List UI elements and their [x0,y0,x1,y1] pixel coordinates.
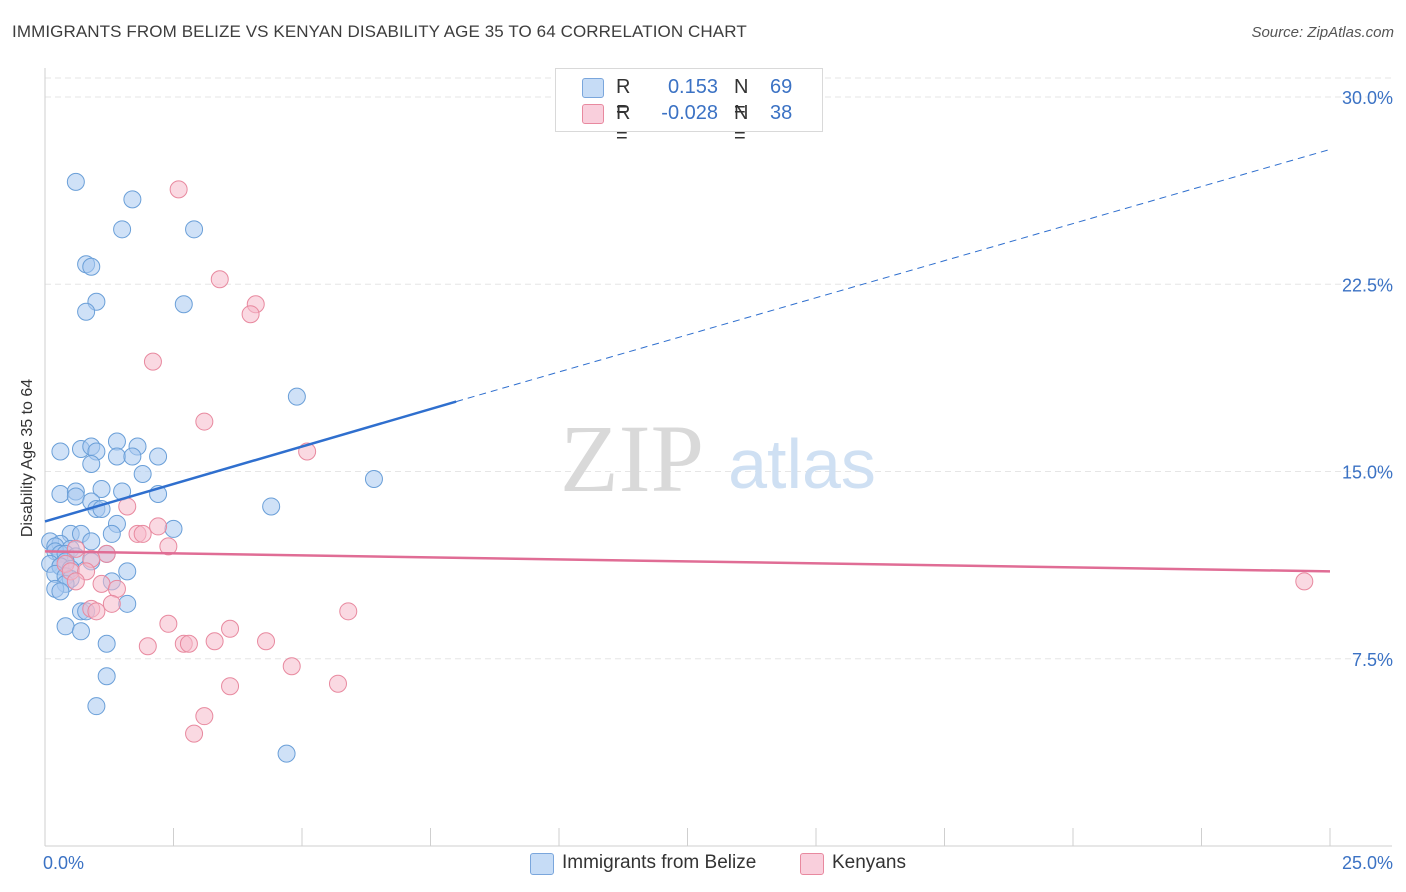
point-belize [77,302,96,321]
point-belize [51,484,70,503]
point-belize [262,497,281,516]
legend-n-value: 69 [770,76,793,98]
legend-r-label: R = [616,102,631,147]
point-kenyan [87,602,106,621]
tick-labels-layer: 7.5% 15.0% 22.5% 30.0% 0.0% 25.0% [43,88,1393,873]
point-belize [364,469,383,488]
point-belize [123,447,142,466]
y-tick-label: 7.5% [1352,650,1393,670]
point-belize [82,257,101,276]
point-kenyan [328,674,347,693]
point-belize [56,617,75,636]
point-kenyan [149,517,168,536]
point-belize [149,447,168,466]
point-belize [87,697,106,716]
point-kenyan [221,619,240,638]
legend-r-value: -0.028 [661,102,718,124]
point-belize [107,447,126,466]
y-tick-label: 22.5% [1342,275,1393,295]
point-kenyan [159,537,178,556]
point-kenyan [205,632,224,651]
point-kenyan [102,594,121,613]
point-belize [82,532,101,551]
point-belize [118,562,137,581]
point-belize [185,220,204,239]
point-belize [113,220,132,239]
correlation-legend: R = 0.153 N = 69 R = -0.028 N = 38 [555,68,823,147]
point-belize [174,295,193,314]
trend-layer [44,148,1331,573]
y-tick-label: 15.0% [1342,463,1393,483]
legend-swatch-belize [582,78,604,98]
legend-swatch-belize [530,853,554,875]
point-kenyan [118,497,137,516]
x-tick-label: 25.0% [1342,853,1393,873]
point-kenyan [195,707,214,726]
trendline-belize [44,400,457,523]
point-belize [164,519,183,538]
chart-title: IMMIGRANTS FROM BELIZE VS KENYAN DISABIL… [12,22,747,41]
point-kenyan [210,270,229,289]
watermark-atlas: atlas [728,425,876,503]
point-belize [133,464,152,483]
source-label: Source: ZipAtlas.com [1251,24,1394,41]
legend-label-belize: Immigrants from Belize [562,852,757,873]
point-kenyan [159,614,178,633]
point-kenyan [66,539,85,558]
point-kenyan [143,352,162,371]
point-kenyan [185,724,204,743]
point-kenyan [339,602,358,621]
point-kenyan [282,657,301,676]
legend-r-value: 0.153 [667,76,718,98]
points-layer [41,172,1314,763]
trendline-belize-extension [456,148,1331,403]
point-kenyan [169,180,188,199]
point-kenyan [138,637,157,656]
x-tick-label: 0.0% [43,853,84,873]
legend-n-value: 38 [770,102,793,124]
point-belize [102,524,121,543]
point-belize [123,190,142,209]
point-kenyan [241,305,260,324]
point-belize [107,432,126,451]
legend-label-kenyans: Kenyans [832,852,906,873]
point-belize [51,442,70,461]
legend-n-label: N = [734,102,749,147]
point-kenyan [133,524,152,543]
point-belize [51,582,70,601]
point-belize [66,172,85,191]
point-kenyan [179,634,198,653]
point-belize [71,622,90,641]
watermark-zip: ZIP [560,405,704,512]
point-kenyan [97,544,116,563]
legend-swatch-kenyans [800,853,824,875]
legend-r-label: R = [616,76,631,121]
point-kenyan [257,632,276,651]
axes-layer [44,68,1392,847]
point-belize [92,479,111,498]
point-belize [277,744,296,763]
point-belize [66,487,85,506]
point-kenyan [1295,572,1314,591]
point-belize [287,387,306,406]
legend-n-label: N = [734,76,749,121]
point-belize [82,455,101,474]
point-kenyan [195,412,214,431]
point-kenyan [107,579,126,598]
grid-layer [45,77,1392,660]
trendline-kenyans [44,550,1331,573]
watermark: ZIP atlas [560,405,876,512]
y-tick-label: 30.0% [1342,88,1393,108]
point-belize [118,594,137,613]
legend-swatch-kenyans [582,104,604,124]
point-kenyan [66,572,85,591]
point-belize [97,634,116,653]
point-kenyan [92,574,111,593]
point-belize [97,667,116,686]
point-kenyan [221,677,240,696]
